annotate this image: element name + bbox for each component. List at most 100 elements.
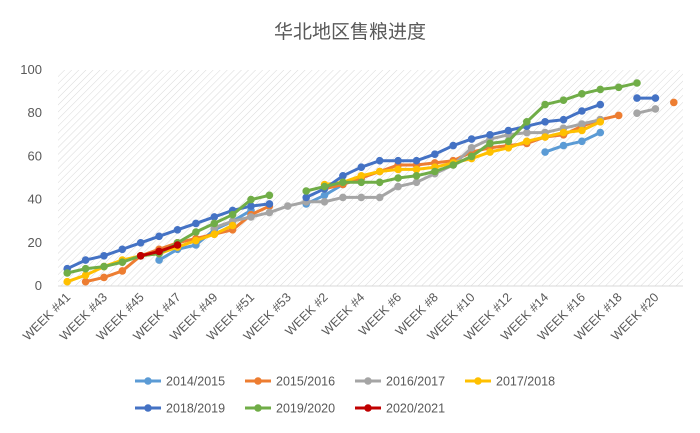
- data-point: [247, 213, 255, 221]
- data-point: [449, 161, 458, 169]
- data-point: [523, 137, 531, 146]
- data-point: [118, 267, 127, 275]
- data-point: [412, 178, 421, 187]
- legend-item: 2016/2017: [355, 375, 445, 389]
- legend: 2014/2015 2015/2016 2016/2017 2017/2018 2018…: [135, 375, 555, 416]
- data-point: [541, 133, 549, 141]
- data-point: [100, 252, 108, 260]
- series-2019/2020: [63, 79, 641, 277]
- data-point: [357, 178, 366, 187]
- legend-label: 2018/2019: [166, 402, 225, 416]
- data-point: [265, 200, 274, 208]
- data-point: [394, 174, 402, 182]
- data-point: [614, 111, 623, 120]
- data-point: [320, 182, 329, 191]
- data-point: [394, 156, 402, 165]
- data-point: [394, 165, 402, 174]
- data-point: [614, 83, 623, 92]
- data-point: [467, 144, 476, 152]
- data-point: [449, 141, 458, 150]
- data-point: [81, 256, 90, 264]
- data-point: [670, 98, 678, 107]
- data-point: [155, 256, 163, 264]
- legend-swatch-marker: [364, 404, 372, 412]
- data-point: [339, 193, 347, 202]
- legend-item: 2014/2015: [135, 375, 225, 389]
- data-point: [63, 277, 71, 286]
- data-point: [357, 193, 366, 202]
- data-point: [412, 156, 421, 165]
- data-point: [486, 139, 494, 148]
- legend-label: 2015/2016: [276, 375, 335, 389]
- data-point: [523, 128, 531, 137]
- data-point: [375, 156, 384, 165]
- data-point: [136, 239, 145, 247]
- y-tick-label: 100: [20, 62, 42, 77]
- data-point: [578, 137, 586, 146]
- data-point: [596, 100, 605, 109]
- series-2020/2021: [136, 241, 182, 260]
- data-point: [559, 96, 568, 104]
- data-point: [81, 264, 90, 273]
- data-point: [173, 226, 182, 234]
- legend-label: 2017/2018: [496, 375, 555, 389]
- data-point: [136, 252, 145, 260]
- legend-label: 2019/2020: [276, 402, 335, 416]
- data-point: [651, 105, 660, 113]
- data-point: [633, 109, 641, 117]
- data-point: [633, 94, 641, 102]
- data-point: [357, 163, 366, 171]
- legend-label: 2014/2015: [166, 375, 225, 389]
- data-point: [210, 213, 219, 221]
- data-point: [596, 128, 605, 137]
- legend-swatch-marker: [364, 377, 372, 385]
- data-point: [578, 90, 586, 98]
- data-point: [578, 107, 586, 115]
- data-point: [173, 241, 182, 249]
- data-point: [265, 208, 274, 217]
- data-point: [596, 85, 605, 94]
- chart-title: 华北地区售粮进度: [274, 21, 426, 43]
- data-point: [155, 247, 163, 256]
- data-point: [467, 152, 476, 161]
- y-tick-label: 40: [28, 192, 42, 207]
- data-point: [375, 167, 384, 176]
- legend-swatch-marker: [144, 377, 152, 385]
- y-tick-label: 60: [28, 148, 42, 163]
- data-point: [100, 273, 108, 282]
- data-point: [578, 120, 586, 128]
- data-point: [541, 148, 549, 156]
- series-line: [212, 118, 602, 230]
- legend-label: 2020/2021: [386, 402, 445, 416]
- legend-swatch-marker: [254, 377, 262, 385]
- data-point: [651, 94, 660, 102]
- data-point: [504, 137, 513, 146]
- data-point: [81, 277, 90, 286]
- data-point: [265, 191, 274, 200]
- data-point: [375, 178, 384, 187]
- data-point: [228, 210, 237, 219]
- data-point: [486, 131, 494, 139]
- legend-item: 2020/2021: [355, 402, 445, 416]
- data-point: [210, 230, 219, 238]
- legend-item: 2015/2016: [245, 375, 335, 389]
- data-point: [431, 167, 439, 176]
- legend-item: 2019/2020: [245, 402, 335, 416]
- data-point: [192, 228, 200, 236]
- data-point: [486, 148, 494, 156]
- y-tick-label: 80: [28, 105, 42, 120]
- data-point: [192, 236, 200, 245]
- data-point: [559, 141, 568, 150]
- data-point: [467, 135, 476, 143]
- data-point: [541, 118, 549, 126]
- data-point: [633, 79, 641, 87]
- legend-item: 2018/2019: [135, 402, 225, 416]
- data-point: [118, 258, 127, 267]
- data-point: [302, 187, 311, 195]
- data-point: [302, 193, 311, 202]
- data-point: [412, 165, 421, 174]
- series-lines: [63, 79, 678, 286]
- data-point: [541, 100, 549, 109]
